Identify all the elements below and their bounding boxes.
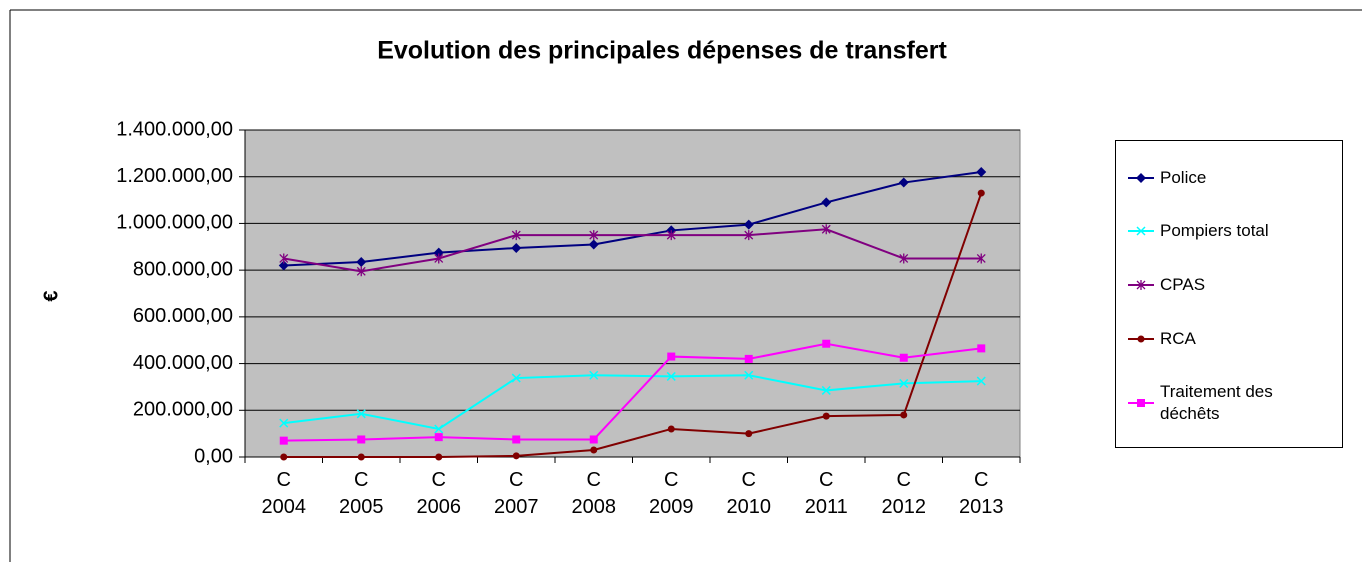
- marker: [976, 253, 986, 264]
- y-tick-label: 1.200.000,00: [116, 165, 233, 187]
- y-tick-label: 400.000,00: [133, 352, 233, 374]
- marker: [822, 339, 831, 348]
- marker: [1136, 279, 1146, 290]
- marker: [976, 376, 986, 386]
- marker: [744, 354, 753, 363]
- y-tick-label: 600.000,00: [133, 305, 233, 327]
- marker: [588, 239, 599, 250]
- marker: [357, 453, 365, 461]
- marker: [589, 370, 599, 380]
- marker: [434, 253, 444, 264]
- marker: [744, 230, 754, 241]
- marker: [666, 230, 676, 241]
- marker: [511, 242, 522, 253]
- x-tick-label: C 2004: [261, 469, 307, 518]
- marker: [279, 436, 288, 445]
- legend-swatch: [1128, 226, 1154, 236]
- marker: [589, 230, 599, 241]
- legend-entry: Pompiers total: [1116, 220, 1342, 242]
- marker: [821, 224, 831, 235]
- marker: [977, 344, 986, 353]
- marker: [356, 409, 366, 419]
- marker: [898, 177, 909, 188]
- marker: [356, 256, 367, 267]
- marker: [667, 425, 675, 433]
- legend-label: RCA: [1160, 328, 1196, 348]
- marker: [899, 253, 909, 264]
- marker: [743, 219, 754, 230]
- legend-swatch: [1128, 172, 1154, 183]
- legend-swatch: [1128, 279, 1154, 290]
- legend-label: Pompiers total: [1160, 221, 1269, 241]
- legend-label: Traitement des déchêts: [1160, 382, 1273, 424]
- marker: [666, 371, 676, 381]
- series-line: [283, 228, 982, 273]
- x-tick-label: C 2012: [881, 469, 927, 518]
- marker: [356, 266, 366, 277]
- marker: [511, 373, 521, 383]
- x-tick-label: C 2013: [959, 469, 1004, 518]
- marker: [900, 411, 908, 419]
- series-line: [283, 374, 982, 431]
- marker: [434, 433, 443, 442]
- x-tick-label: C 2008: [571, 469, 617, 518]
- marker: [899, 353, 908, 362]
- marker: [278, 260, 289, 271]
- legend-entry: RCA: [1116, 328, 1342, 350]
- y-tick-label: 1.400.000,00: [116, 118, 233, 140]
- x-tick-label: C 2010: [726, 469, 772, 518]
- marker: [589, 435, 598, 444]
- legend-swatch: [1128, 399, 1154, 408]
- legend-label: Police: [1160, 167, 1207, 187]
- marker: [822, 412, 830, 420]
- marker: [511, 230, 521, 241]
- series-line: [283, 171, 982, 267]
- marker: [512, 435, 521, 444]
- legend-entry: CPAS: [1116, 274, 1342, 296]
- marker: [667, 352, 676, 361]
- marker: [1137, 399, 1145, 408]
- marker: [435, 453, 443, 461]
- marker: [821, 385, 831, 395]
- legend-swatch: [1128, 335, 1154, 343]
- marker: [279, 253, 289, 264]
- y-tick-label: 800.000,00: [133, 258, 233, 280]
- chart-title: Evolution des principales dépenses de tr…: [377, 37, 947, 65]
- x-tick-label: C 2009: [649, 469, 694, 518]
- series-line: [283, 192, 983, 458]
- legend-label: CPAS: [1160, 274, 1206, 294]
- marker: [512, 452, 520, 460]
- marker: [1136, 226, 1146, 236]
- x-tick-label: C 2006: [416, 469, 462, 518]
- marker: [357, 435, 366, 444]
- series-line: [283, 342, 982, 442]
- y-axis-label: €: [40, 290, 62, 301]
- marker: [434, 424, 444, 434]
- y-tick-label: 200.000,00: [133, 399, 233, 421]
- legend-entry: Traitement des déchêts: [1116, 381, 1342, 425]
- marker: [744, 370, 754, 380]
- x-tick-label: C 2011: [804, 469, 848, 518]
- marker: [590, 446, 598, 454]
- y-tick-label: 0,00: [194, 445, 233, 467]
- marker: [279, 418, 289, 428]
- marker: [1136, 172, 1146, 183]
- marker: [1137, 335, 1145, 343]
- marker: [280, 453, 288, 461]
- marker: [745, 430, 753, 438]
- legend-entry: Police: [1116, 167, 1342, 189]
- y-tick-label: 1.000.000,00: [116, 212, 233, 234]
- marker: [977, 189, 985, 197]
- marker: [976, 167, 987, 178]
- marker: [899, 378, 909, 388]
- x-tick-label: C 2007: [494, 469, 539, 518]
- legend: Police Pompiers total CPAS RCA Traitement de…: [1115, 140, 1343, 448]
- marker: [821, 197, 832, 208]
- x-tick-label: C 2005: [339, 469, 384, 518]
